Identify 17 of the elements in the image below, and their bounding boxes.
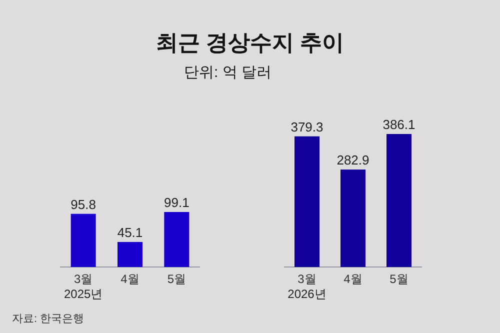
x-tick-label: 3월 (74, 272, 93, 286)
x-tick-label: 3월 (298, 272, 316, 286)
text: 최근 경상수지 추이 (156, 30, 344, 55)
data-label: 95.8 (70, 196, 96, 212)
chart-subtitle: 단위: 억 달러 (184, 64, 272, 81)
x-axis-title: 2025년 (64, 287, 103, 301)
data-label: 379.3 (290, 119, 324, 134)
x-tick-label: 4월 (120, 272, 140, 286)
data-label: 386.1 (382, 117, 416, 132)
x-tick-label: 5월 (167, 272, 186, 286)
x-tick-label: 4월 (344, 272, 362, 286)
data-label: 45.1 (117, 224, 143, 240)
x-tick-label: 5월 (390, 272, 408, 286)
data-label: 99.1 (164, 195, 190, 210)
x-axis-title: 2026년 (288, 287, 326, 301)
data-label: 282.9 (336, 152, 370, 168)
text: 자료: 한국은행 (12, 313, 84, 325)
